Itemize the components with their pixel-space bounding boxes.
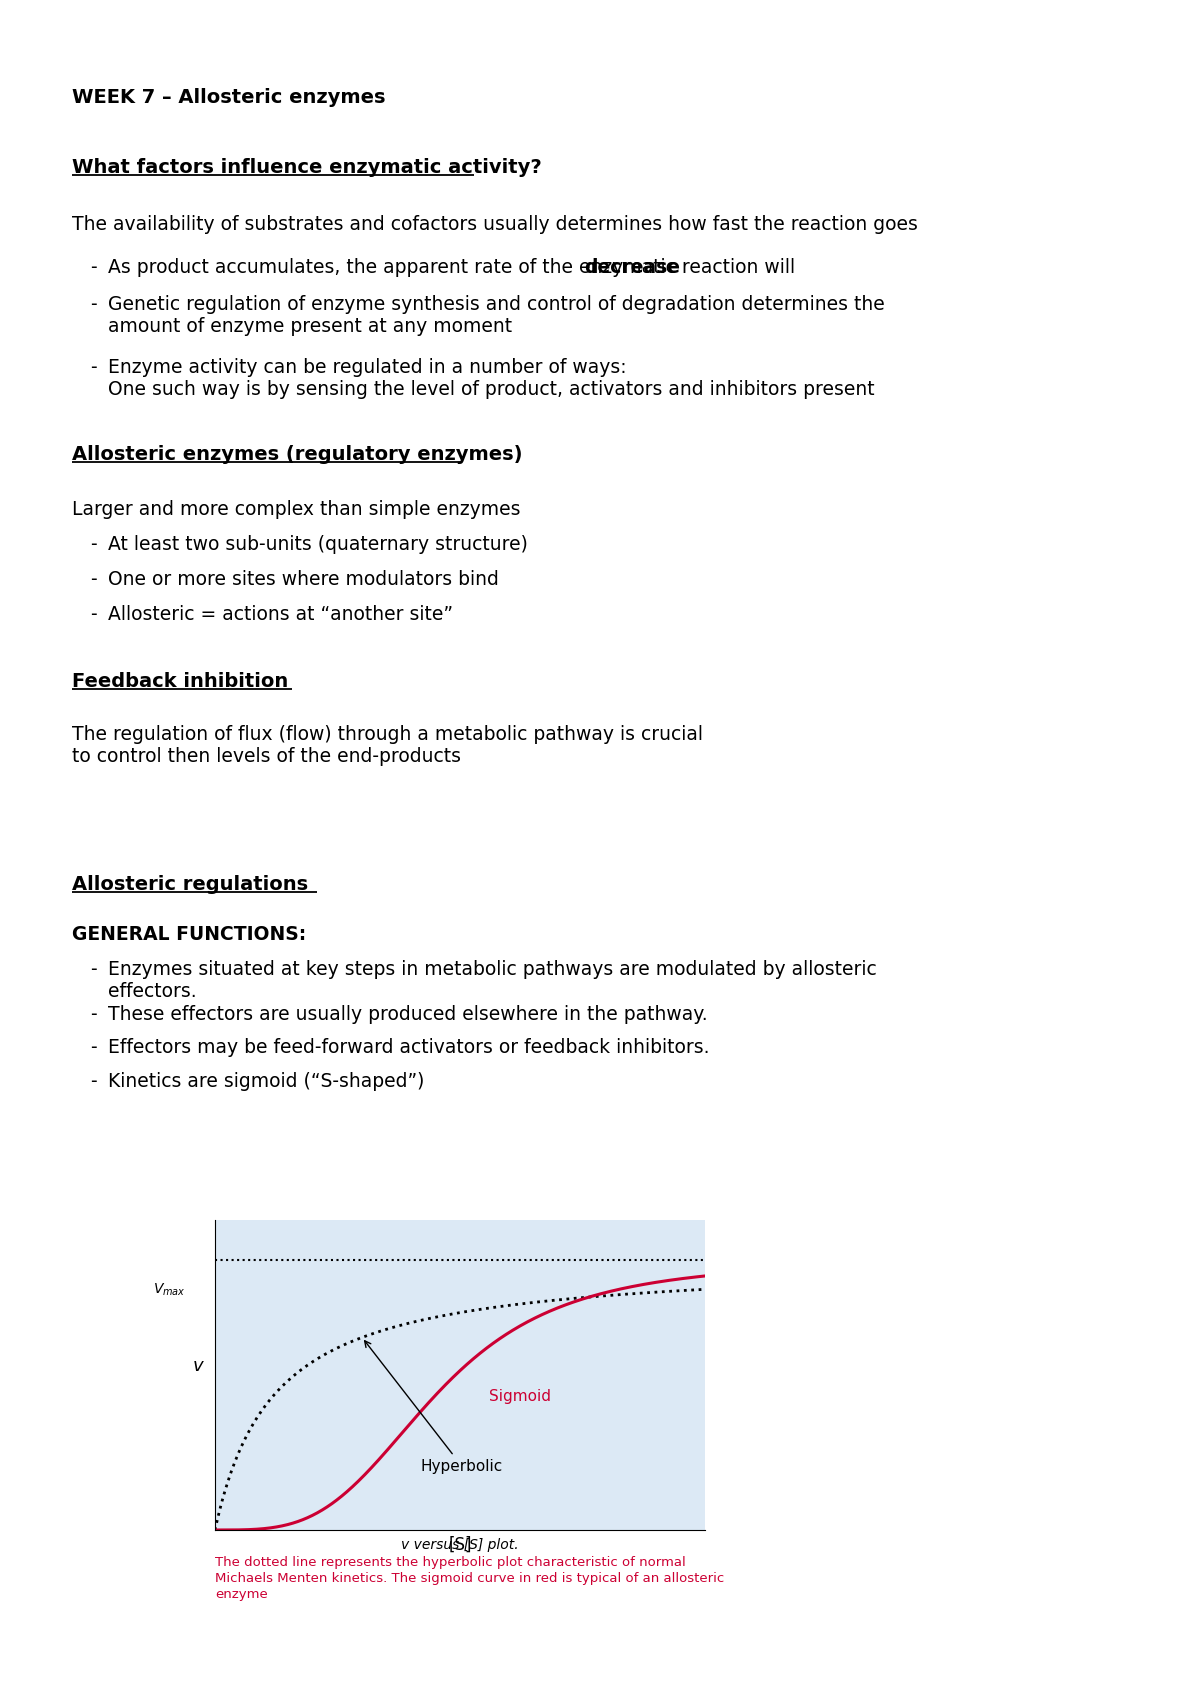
Text: Effectors may be feed-forward activators or feedback inhibitors.: Effectors may be feed-forward activators… — [108, 1037, 709, 1056]
Text: -: - — [90, 1071, 97, 1092]
Text: -: - — [90, 604, 97, 623]
Text: As product accumulates, the apparent rate of the enzymatic reaction will: As product accumulates, the apparent rat… — [108, 258, 802, 277]
Text: One or more sites where modulators bind: One or more sites where modulators bind — [108, 571, 499, 589]
Text: enzyme: enzyme — [215, 1588, 268, 1601]
X-axis label: [S]: [S] — [449, 1535, 472, 1554]
Text: Genetic regulation of enzyme synthesis and control of degradation determines the: Genetic regulation of enzyme synthesis a… — [108, 295, 884, 314]
Text: Allosteric = actions at “another site”: Allosteric = actions at “another site” — [108, 604, 454, 623]
Text: -: - — [90, 258, 97, 277]
Text: -: - — [90, 358, 97, 377]
Y-axis label: v: v — [193, 1357, 204, 1375]
Text: GENERAL FUNCTIONS:: GENERAL FUNCTIONS: — [72, 925, 306, 944]
Text: Kinetics are sigmoid (“S-shaped”): Kinetics are sigmoid (“S-shaped”) — [108, 1071, 425, 1092]
Text: At least two sub-units (quaternary structure): At least two sub-units (quaternary struc… — [108, 535, 528, 554]
Text: to control then levels of the end-products: to control then levels of the end-produc… — [72, 747, 461, 766]
Text: Allosteric enzymes (regulatory enzymes): Allosteric enzymes (regulatory enzymes) — [72, 445, 522, 464]
Text: What factors influence enzymatic activity?: What factors influence enzymatic activit… — [72, 158, 541, 177]
Text: Hyperbolic: Hyperbolic — [365, 1341, 503, 1474]
Text: Sigmoid: Sigmoid — [490, 1389, 552, 1404]
Text: One such way is by sensing the level of product, activators and inhibitors prese: One such way is by sensing the level of … — [108, 380, 875, 399]
Text: v versus [S] plot.: v versus [S] plot. — [401, 1538, 518, 1552]
Text: Enzyme activity can be regulated in a number of ways:: Enzyme activity can be regulated in a nu… — [108, 358, 626, 377]
Text: -: - — [90, 959, 97, 980]
Text: amount of enzyme present at any moment: amount of enzyme present at any moment — [108, 318, 512, 336]
Text: $V_{max}$: $V_{max}$ — [152, 1282, 186, 1297]
Text: Larger and more complex than simple enzymes: Larger and more complex than simple enzy… — [72, 499, 521, 520]
Text: Allosteric regulations: Allosteric regulations — [72, 874, 308, 895]
Text: -: - — [90, 1037, 97, 1056]
Text: -: - — [90, 295, 97, 314]
Text: effectors.: effectors. — [108, 981, 197, 1002]
Text: -: - — [90, 1005, 97, 1024]
Text: These effectors are usually produced elsewhere in the pathway.: These effectors are usually produced els… — [108, 1005, 708, 1024]
Text: Michaels Menten kinetics. The sigmoid curve in red is typical of an allosteric: Michaels Menten kinetics. The sigmoid cu… — [215, 1572, 725, 1584]
Text: decrease: decrease — [584, 258, 680, 277]
Text: The regulation of flux (flow) through a metabolic pathway is crucial: The regulation of flux (flow) through a … — [72, 725, 703, 744]
Text: WEEK 7 – Allosteric enzymes: WEEK 7 – Allosteric enzymes — [72, 88, 385, 107]
Text: Feedback inhibition: Feedback inhibition — [72, 672, 288, 691]
Text: The dotted line represents the hyperbolic plot characteristic of normal: The dotted line represents the hyperboli… — [215, 1555, 685, 1569]
Text: Enzymes situated at key steps in metabolic pathways are modulated by allosteric: Enzymes situated at key steps in metabol… — [108, 959, 877, 980]
Text: The availability of substrates and cofactors usually determines how fast the rea: The availability of substrates and cofac… — [72, 216, 918, 234]
Text: -: - — [90, 535, 97, 554]
Text: -: - — [90, 571, 97, 589]
